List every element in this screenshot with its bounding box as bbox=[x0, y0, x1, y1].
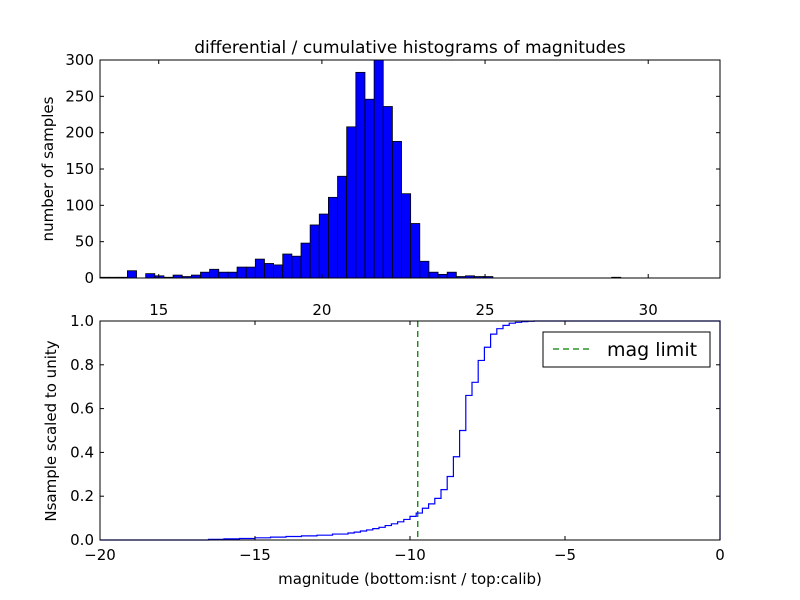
histogram-bars bbox=[99, 59, 622, 279]
histogram-bar bbox=[200, 271, 211, 279]
y-tick-label: 1.0 bbox=[70, 312, 94, 330]
histogram-bar bbox=[355, 71, 366, 279]
y-tick-label: 150 bbox=[65, 160, 94, 178]
histogram-bar bbox=[127, 270, 137, 279]
histogram-bar bbox=[337, 175, 348, 279]
y-tick-label: 300 bbox=[65, 51, 94, 69]
histogram-bar bbox=[309, 224, 320, 279]
histogram-y-axis-label: number of samples bbox=[39, 96, 57, 241]
y-tick-label: 250 bbox=[65, 87, 94, 105]
histogram-bar bbox=[410, 223, 421, 279]
x-tick-label: −10 bbox=[394, 546, 426, 564]
x-tick-label: −20 bbox=[84, 546, 116, 564]
y-tick-label: 0.6 bbox=[70, 400, 94, 418]
histogram-bar bbox=[218, 271, 229, 279]
cumulative-y-axis-label: Nsample scaled to unity bbox=[42, 340, 60, 521]
x-tick-label: 0 bbox=[715, 546, 725, 564]
x-tick-label: 25 bbox=[476, 301, 495, 319]
x-tick-label: 20 bbox=[312, 301, 331, 319]
histogram-bar bbox=[346, 126, 357, 279]
histogram-bar bbox=[282, 253, 293, 279]
x-tick-label: 30 bbox=[639, 301, 658, 319]
y-tick-label: 0.4 bbox=[70, 443, 94, 461]
y-tick-label: 0.0 bbox=[70, 531, 94, 549]
x-tick-label: −5 bbox=[554, 546, 576, 564]
histogram-bar bbox=[264, 263, 275, 279]
histogram-bar bbox=[227, 271, 238, 279]
histogram-bar bbox=[437, 273, 448, 279]
x-tick-label: 15 bbox=[149, 301, 168, 319]
histogram-bar bbox=[145, 273, 156, 279]
cumulative-panel: −20 −15 −10 −5 0 0.0 0.2 0.4 0.6 0.8 1.0 magnitude… bbox=[42, 312, 725, 588]
legend-box bbox=[542, 331, 711, 368]
y-tick-label: 0 bbox=[84, 269, 94, 287]
histogram-bar bbox=[273, 264, 284, 279]
y-tick-label: 50 bbox=[75, 233, 94, 251]
histogram-panel: differential / cumulative histograms of … bbox=[39, 38, 721, 319]
histogram-bar bbox=[236, 266, 247, 279]
y-tick-label: 200 bbox=[65, 124, 94, 142]
legend: mag limit bbox=[542, 331, 711, 368]
histogram-bar bbox=[428, 271, 439, 279]
histogram-bar bbox=[318, 213, 329, 279]
y-tick-label: 0.8 bbox=[70, 356, 94, 374]
histogram-bar bbox=[419, 260, 430, 279]
cumulative-step-line bbox=[100, 320, 721, 541]
histogram-bar bbox=[364, 98, 375, 279]
histogram-bar bbox=[401, 193, 412, 279]
cumulative-x-axis-label: magnitude (bottom:isnt / top:calib) bbox=[278, 570, 542, 588]
histogram-bar bbox=[391, 140, 402, 279]
histogram-bar bbox=[446, 271, 457, 279]
histogram-bar bbox=[291, 255, 302, 279]
histogram-bar bbox=[373, 59, 384, 279]
histogram-bar bbox=[382, 106, 393, 279]
cumulative-ticks: −20 −15 −10 −5 0 0.0 0.2 0.4 0.6 0.8 1.0 bbox=[70, 312, 725, 564]
histogram-title: differential / cumulative histograms of … bbox=[194, 38, 626, 58]
histogram-bar bbox=[209, 268, 220, 279]
x-tick-label: −15 bbox=[239, 546, 271, 564]
legend-mag-limit-label: mag limit bbox=[607, 339, 697, 361]
histogram-bar bbox=[245, 266, 256, 279]
y-tick-label: 100 bbox=[65, 196, 94, 214]
histogram-bar bbox=[254, 258, 265, 279]
y-tick-label: 0.2 bbox=[70, 487, 94, 505]
histogram-bar bbox=[300, 242, 311, 279]
histogram-bar bbox=[328, 196, 338, 279]
